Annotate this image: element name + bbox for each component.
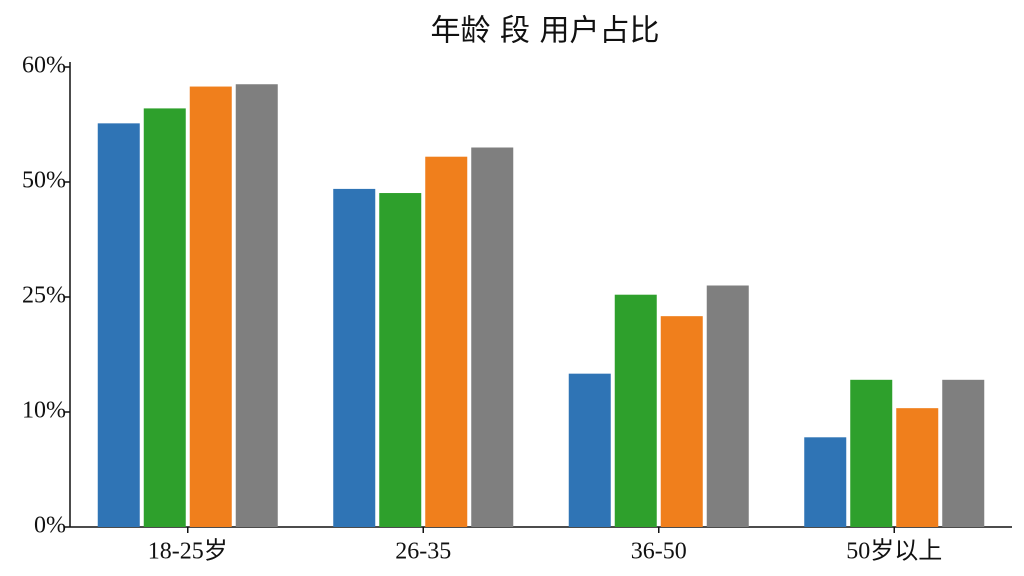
bar [235,84,278,527]
bar [471,147,514,527]
x-tick-label: 26-35 [395,539,451,565]
bar [896,408,939,527]
y-tick-label: 10% [22,398,66,424]
bar [614,294,657,527]
bar [706,285,749,527]
bar [189,86,232,528]
bar [850,379,893,527]
x-tick-label: 36-50 [631,539,687,565]
y-tick-label: 50% [22,168,66,194]
y-tick-label: 60% [22,53,66,79]
x-tick-label: 18-25岁 [148,538,228,565]
bar [804,437,847,527]
bar [660,316,703,527]
bar [425,156,468,527]
y-tick-label: 0% [34,513,66,539]
x-tick-label: 50岁以上 [846,538,942,565]
chart-title: 年龄 段 用户占比 [430,14,659,49]
bar [568,373,611,527]
bar [143,108,186,528]
bar [379,193,422,528]
bar [97,123,140,527]
bar [942,379,985,527]
y-tick-label: 25% [22,283,66,309]
bar [333,188,376,527]
